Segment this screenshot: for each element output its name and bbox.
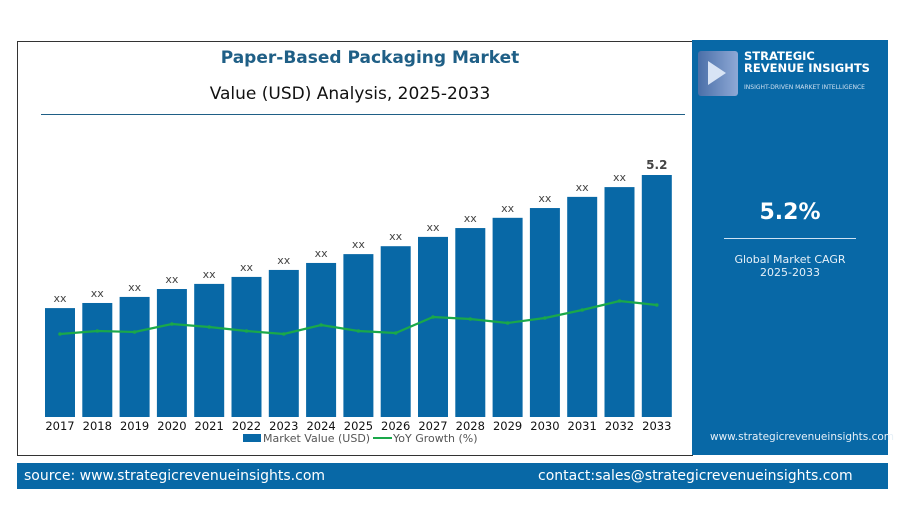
- contact-text[interactable]: contact:sales@strategicrevenueinsights.c…: [538, 468, 853, 484]
- bar-2029: [492, 217, 523, 417]
- logo-text: STRATEGIC: [744, 49, 815, 63]
- title-divider: [41, 114, 685, 115]
- chart-title: Paper-Based Packaging Market: [220, 48, 520, 68]
- x-tick-2030: 2030: [530, 419, 559, 433]
- data-label-2027: xx: [426, 221, 440, 234]
- data-label-2024: xx: [315, 247, 329, 260]
- cagr-divider: [724, 238, 856, 239]
- data-label-2017: xx: [53, 292, 67, 305]
- chart-subtitle: Value (USD) Analysis, 2025-2033: [209, 84, 491, 104]
- growth-point-2025: [356, 329, 361, 333]
- data-label-2018: xx: [91, 287, 105, 300]
- bar-line-chart: xx xx xx xx xx xx xx xx xx xx xx xx xx xx xx xx 5.2 2017 2…: [45, 158, 672, 445]
- legend: Market Value (USD) YoY Growth (%): [243, 432, 478, 445]
- x-tick-2028: 2028: [456, 419, 485, 433]
- x-tick-2019: 2019: [120, 419, 149, 433]
- growth-point-2030: [543, 316, 547, 320]
- cagr-label-line: Global Market CAGR: [734, 253, 846, 266]
- growth-point-2029: [505, 321, 510, 325]
- bar-2017: [45, 308, 75, 417]
- bar-2018: [82, 302, 113, 417]
- data-label-2021: xx: [203, 268, 217, 281]
- data-label-2031: xx: [576, 181, 590, 194]
- data-label-2029: xx: [501, 202, 515, 215]
- x-tick-2032: 2032: [605, 419, 634, 433]
- logo-text: REVENUE INSIGHTS: [744, 61, 870, 75]
- x-tick-2020: 2020: [157, 419, 186, 433]
- bar-2022: [231, 276, 262, 417]
- legend-bar-swatch: [243, 434, 261, 442]
- growth-point-2027: [431, 315, 435, 319]
- data-label-2028: xx: [464, 212, 478, 225]
- growth-point-2031: [580, 308, 584, 312]
- growth-point-2033: [655, 303, 659, 307]
- growth-point-2018: [95, 329, 100, 333]
- growth-point-2019: [132, 330, 137, 334]
- x-tick-2023: 2023: [269, 419, 298, 433]
- growth-point-2028: [468, 317, 473, 321]
- bar-2030: [529, 208, 560, 417]
- website-link[interactable]: www.strategicrevenueinsights.com: [710, 431, 895, 443]
- data-label-2026: xx: [389, 230, 403, 243]
- growth-point-2022: [244, 329, 249, 333]
- data-label-2033: 5.2: [646, 158, 667, 172]
- growth-point-2021: [207, 325, 211, 329]
- footer-bar: source: www.strategicrevenueinsights.com…: [17, 463, 888, 489]
- x-tick-2029: 2029: [493, 419, 522, 433]
- cagr-label: Global Market CAGR 2025-2033: [692, 253, 888, 279]
- x-tick-2018: 2018: [83, 419, 112, 433]
- bar-2023: [268, 269, 299, 417]
- data-label-2022: xx: [240, 261, 254, 274]
- bar-2025: [343, 254, 374, 417]
- x-tick-2022: 2022: [232, 419, 261, 433]
- x-tick-2031: 2031: [568, 419, 597, 433]
- x-tick-2025: 2025: [344, 419, 373, 433]
- logo-tagline: INSIGHT-DRIVEN MARKET INTELLIGENCE: [744, 84, 865, 91]
- data-label-2025: xx: [352, 238, 366, 251]
- bar-2024: [306, 262, 337, 417]
- data-label-2030: xx: [538, 192, 552, 205]
- source-text[interactable]: source: www.strategicrevenueinsights.com: [24, 468, 326, 484]
- logo-chevron-icon: [698, 51, 738, 96]
- bar-2019: [119, 296, 150, 417]
- x-tick-2017: 2017: [45, 419, 74, 433]
- x-tick-2026: 2026: [381, 419, 410, 433]
- growth-point-2032: [617, 299, 622, 303]
- bar-2033: [641, 175, 672, 417]
- summary-panel: STRATEGIC REVENUE INSIGHTS INSIGHT-DRIVE…: [692, 40, 894, 455]
- bar-2028: [455, 228, 486, 417]
- growth-point-2024: [319, 323, 323, 327]
- growth-point-2020: [170, 322, 174, 326]
- bar-2027: [418, 236, 448, 417]
- x-tick-2021: 2021: [195, 419, 224, 433]
- growth-point-2017: [58, 332, 62, 336]
- data-label-2032: xx: [613, 171, 627, 184]
- x-tick-2033: 2033: [642, 419, 671, 433]
- data-label-2020: xx: [165, 273, 179, 286]
- x-tick-2027: 2027: [418, 419, 447, 433]
- legend-line-label: YoY Growth (%): [392, 432, 478, 445]
- data-label-2019: xx: [128, 281, 142, 294]
- bar-2020: [156, 289, 187, 417]
- bar-2021: [194, 283, 225, 417]
- cagr-period: 2025-2033: [760, 266, 820, 279]
- logo: STRATEGIC REVENUE INSIGHTS INSIGHT-DRIVE…: [694, 46, 886, 102]
- growth-point-2023: [282, 332, 286, 336]
- legend-bar-label: Market Value (USD): [263, 432, 370, 445]
- x-tick-2024: 2024: [306, 419, 335, 433]
- data-label-2023: xx: [277, 254, 291, 267]
- cagr-value: 5.2%: [759, 200, 821, 225]
- growth-point-2026: [393, 331, 398, 335]
